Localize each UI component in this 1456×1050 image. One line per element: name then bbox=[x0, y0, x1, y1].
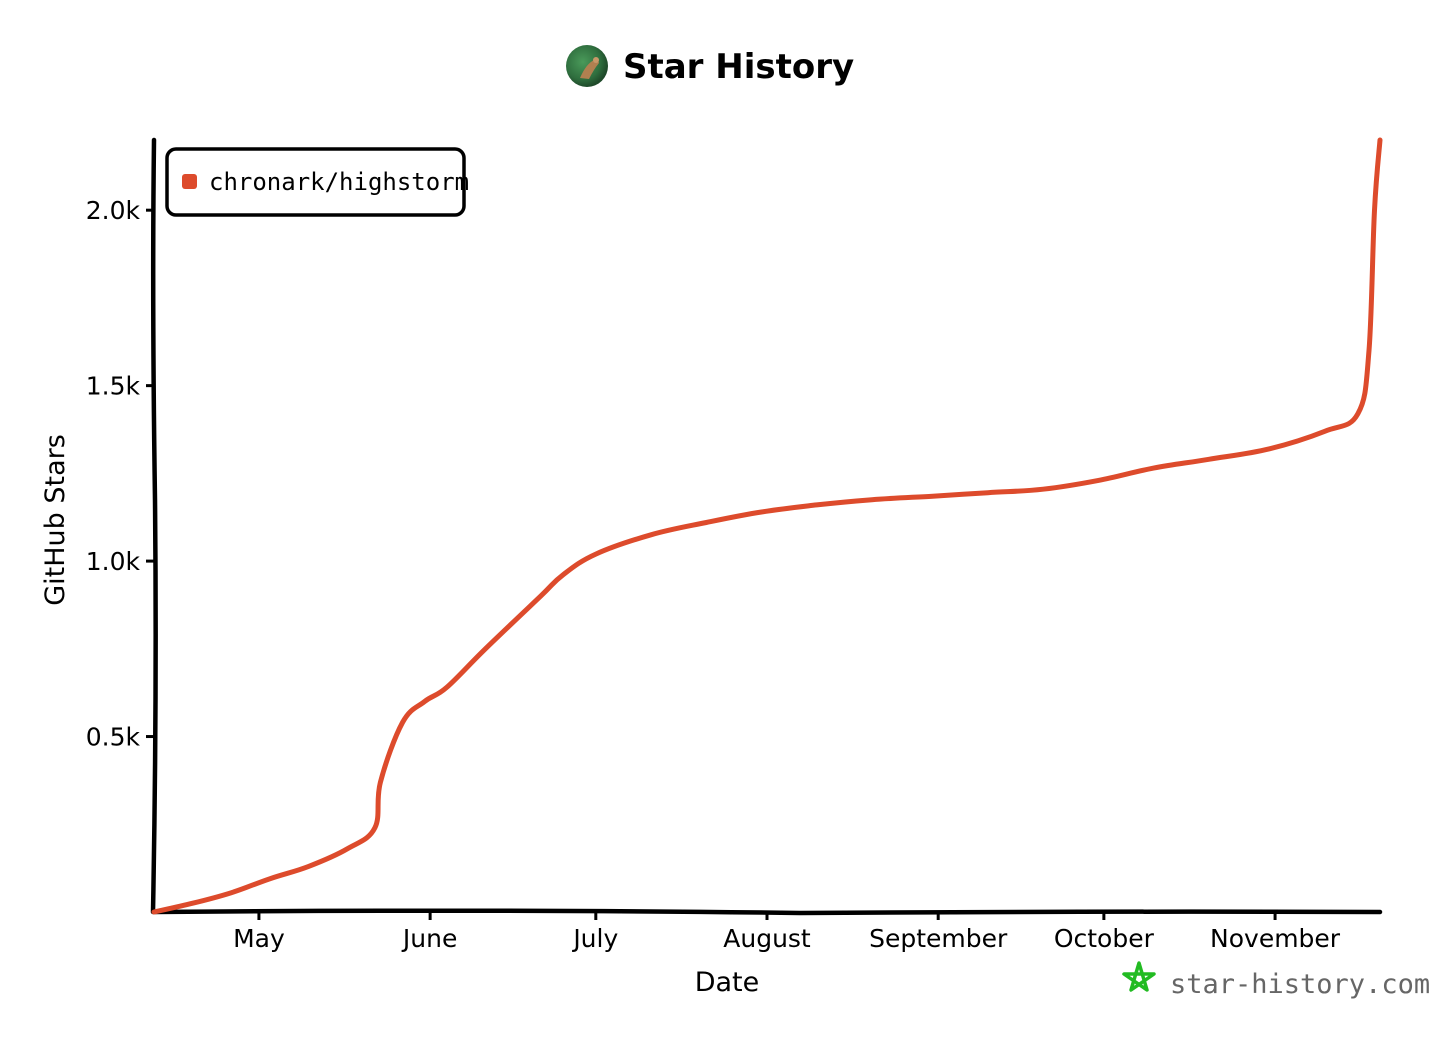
legend-label: chronark/highstorm bbox=[209, 168, 469, 196]
x-tick-label: May bbox=[233, 924, 285, 953]
y-tick-label: 1.5k bbox=[86, 372, 141, 401]
y-ticks: 0.5k 1.0k 1.5k 2.0k bbox=[86, 196, 154, 752]
x-tick-label: October bbox=[1054, 924, 1155, 953]
series-line-chronark-highstorm bbox=[151, 137, 1383, 915]
x-axis-label: Date bbox=[695, 967, 760, 998]
star-icon bbox=[1122, 961, 1156, 992]
chart-header: Star History bbox=[566, 45, 854, 87]
legend: chronark/highstorm bbox=[165, 147, 469, 217]
chart-title: Star History bbox=[623, 47, 854, 87]
y-tick-label: 0.5k bbox=[86, 723, 141, 752]
x-axis-line bbox=[151, 908, 1383, 916]
avatar-icon bbox=[566, 45, 608, 87]
x-tick-label: November bbox=[1210, 924, 1341, 953]
y-tick-label: 1.0k bbox=[86, 547, 141, 576]
branding-link[interactable]: star-history.com bbox=[1170, 969, 1430, 1000]
y-axis-line bbox=[150, 137, 158, 915]
x-tick-label: July bbox=[571, 924, 618, 953]
legend-swatch bbox=[182, 174, 197, 189]
axes bbox=[150, 137, 1383, 916]
x-tick-label: September bbox=[869, 924, 1008, 953]
branding[interactable]: star-history.com bbox=[1122, 961, 1430, 1000]
x-ticks: May June July August September October Novembe… bbox=[233, 912, 1341, 953]
y-tick-label: 2.0k bbox=[86, 196, 141, 225]
y-axis-label: GitHub Stars bbox=[40, 434, 71, 606]
x-tick-label: June bbox=[401, 924, 457, 953]
x-tick-label: August bbox=[723, 924, 811, 953]
legend-box bbox=[165, 147, 466, 217]
